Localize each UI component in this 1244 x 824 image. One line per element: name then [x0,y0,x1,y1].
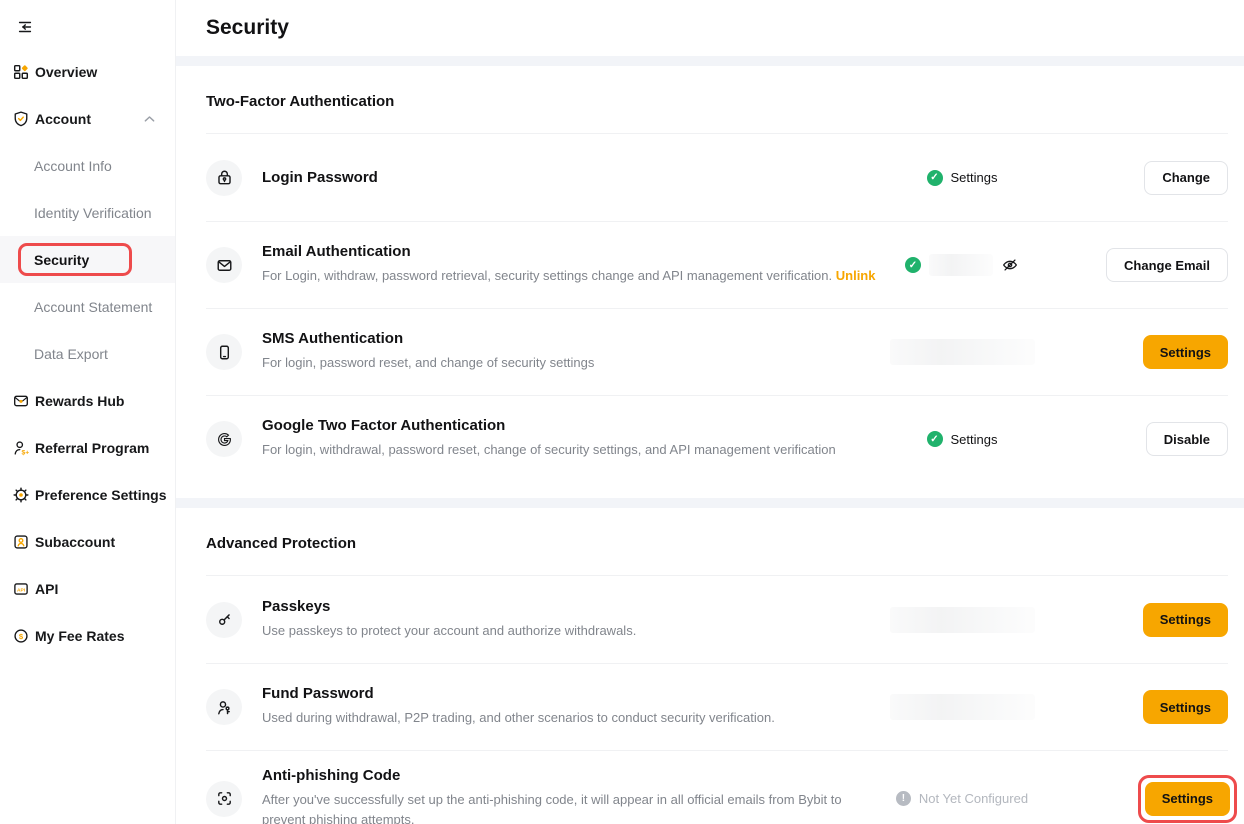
sidebar-item-overview[interactable]: Overview [0,48,175,95]
redacted-status [889,606,1035,633]
api-icon: API [12,580,30,598]
scan-icon [206,780,242,817]
gear-icon [12,486,30,504]
passkeys-settings-button[interactable]: Settings [1142,602,1228,637]
shield-icon [12,110,30,128]
row-description: For login, password reset, and change of… [262,355,595,371]
row-sms-authentication: SMS Authentication For login, password r… [206,308,1228,395]
security-highlight-annotation: Security [18,243,132,276]
check-icon: ✓ [926,169,943,186]
sidebar-item-referral-program[interactable]: $+ Referral Program [0,424,175,471]
redacted-status [889,694,1035,720]
svg-text:$+: $+ [22,449,30,456]
exclamation-icon: ! [895,791,911,807]
change-password-button[interactable]: Change [1144,160,1228,195]
unlink-link[interactable]: Unlink [835,268,876,284]
sidebar-item-preference-settings[interactable]: Preference Settings [0,471,175,518]
sms-settings-button[interactable]: Settings [1142,335,1228,369]
check-icon: ✓ [905,257,921,273]
section-divider-band [176,56,1244,66]
google-status: ✓ Settings [882,431,1042,447]
sidebar-item-account-info[interactable]: Account Info [34,157,112,174]
check-icon: ✓ [926,431,943,447]
grid-icon [12,63,30,81]
lock-icon [206,159,242,196]
fund-password-settings-button[interactable]: Settings [1142,690,1228,724]
sidebar-item-account[interactable]: Account [0,95,175,142]
row-title: Passkeys [262,597,331,615]
change-email-button[interactable]: Change Email [1106,248,1228,282]
referral-icon: $+ [12,439,30,457]
row-description: Used during withdrawal, P2P trading, and… [262,710,775,726]
row-description: After you've successfully set up the ant… [262,792,842,824]
sidebar-item-subaccount[interactable]: Subaccount [0,518,175,565]
sidebar-item-identity-verification[interactable]: Identity Verification [34,204,152,221]
email-icon [206,247,242,283]
row-title: Google Two Factor Authentication [262,417,506,435]
rewards-icon [12,392,30,410]
collapse-sidebar-icon [16,18,34,36]
subaccount-icon [12,533,30,551]
section-title-two-factor: Two-Factor Authentication [206,66,1228,134]
row-title: Email Authentication [262,243,411,261]
row-email-authentication: Email Authentication For Login, withdraw… [206,221,1228,308]
sms-status [882,339,1042,365]
sidebar-item-security[interactable]: Security [0,236,175,283]
fee-rates-icon: $ [12,627,30,645]
row-fund-password: Fund Password Used during withdrawal, P2… [206,663,1228,750]
passkeys-status [882,606,1042,633]
row-anti-phishing-code: Anti-phishing Code After you've successf… [206,750,1237,824]
google-disable-button[interactable]: Disable [1145,422,1228,456]
anti-phishing-status: ! Not Yet Configured [882,791,1042,807]
svg-text:API: API [17,587,26,593]
sidebar-item-label: Account [35,110,91,127]
redacted-email [929,254,993,276]
security-content: Security Two-Factor Authentication Login… [176,0,1244,824]
row-title: Fund Password [262,685,374,703]
eye-slash-icon[interactable] [1001,256,1019,274]
row-passkeys: Passkeys Use passkeys to protect your ac… [206,576,1228,663]
row-title: Login Password [262,169,378,186]
settings-highlight-annotation: Settings [1137,774,1237,823]
collapse-sidebar-button[interactable] [14,16,36,38]
person-key-icon [206,689,242,725]
google-icon [206,421,242,457]
svg-text:$: $ [19,631,24,640]
row-description: Use passkeys to protect your account and… [262,622,637,638]
section-divider-band [176,498,1244,508]
passkey-icon [206,601,242,638]
row-google-authentication: Google Two Factor Authentication For log… [206,395,1228,482]
row-title: SMS Authentication [262,330,404,348]
row-login-password: Login Password ✓ Settings Change [206,134,1228,221]
row-description: For Login, withdraw, password retrieval,… [262,268,876,284]
row-title: Anti-phishing Code [262,767,401,784]
redacted-phone [889,339,1035,365]
sidebar: Overview Account Account Info Identity V… [0,0,176,824]
chevron-up-icon [144,115,155,123]
anti-phishing-settings-button[interactable]: Settings [1144,781,1230,816]
email-status: ✓ [882,254,1042,276]
section-title-advanced-protection: Advanced Protection [206,508,1228,576]
phone-icon [206,334,242,370]
sidebar-item-rewards-hub[interactable]: Rewards Hub [0,377,175,424]
sidebar-item-api[interactable]: API API [0,565,175,612]
login-password-status: ✓ Settings [882,169,1042,186]
sidebar-item-data-export[interactable]: Data Export [34,345,108,362]
row-description: For login, withdrawal, password reset, c… [262,442,836,458]
page-title: Security [206,16,289,39]
sidebar-item-my-fee-rates[interactable]: $ My Fee Rates [0,612,175,659]
sidebar-item-account-statement[interactable]: Account Statement [34,298,153,315]
sidebar-item-label: Overview [35,63,98,80]
fund-password-status [882,694,1042,720]
